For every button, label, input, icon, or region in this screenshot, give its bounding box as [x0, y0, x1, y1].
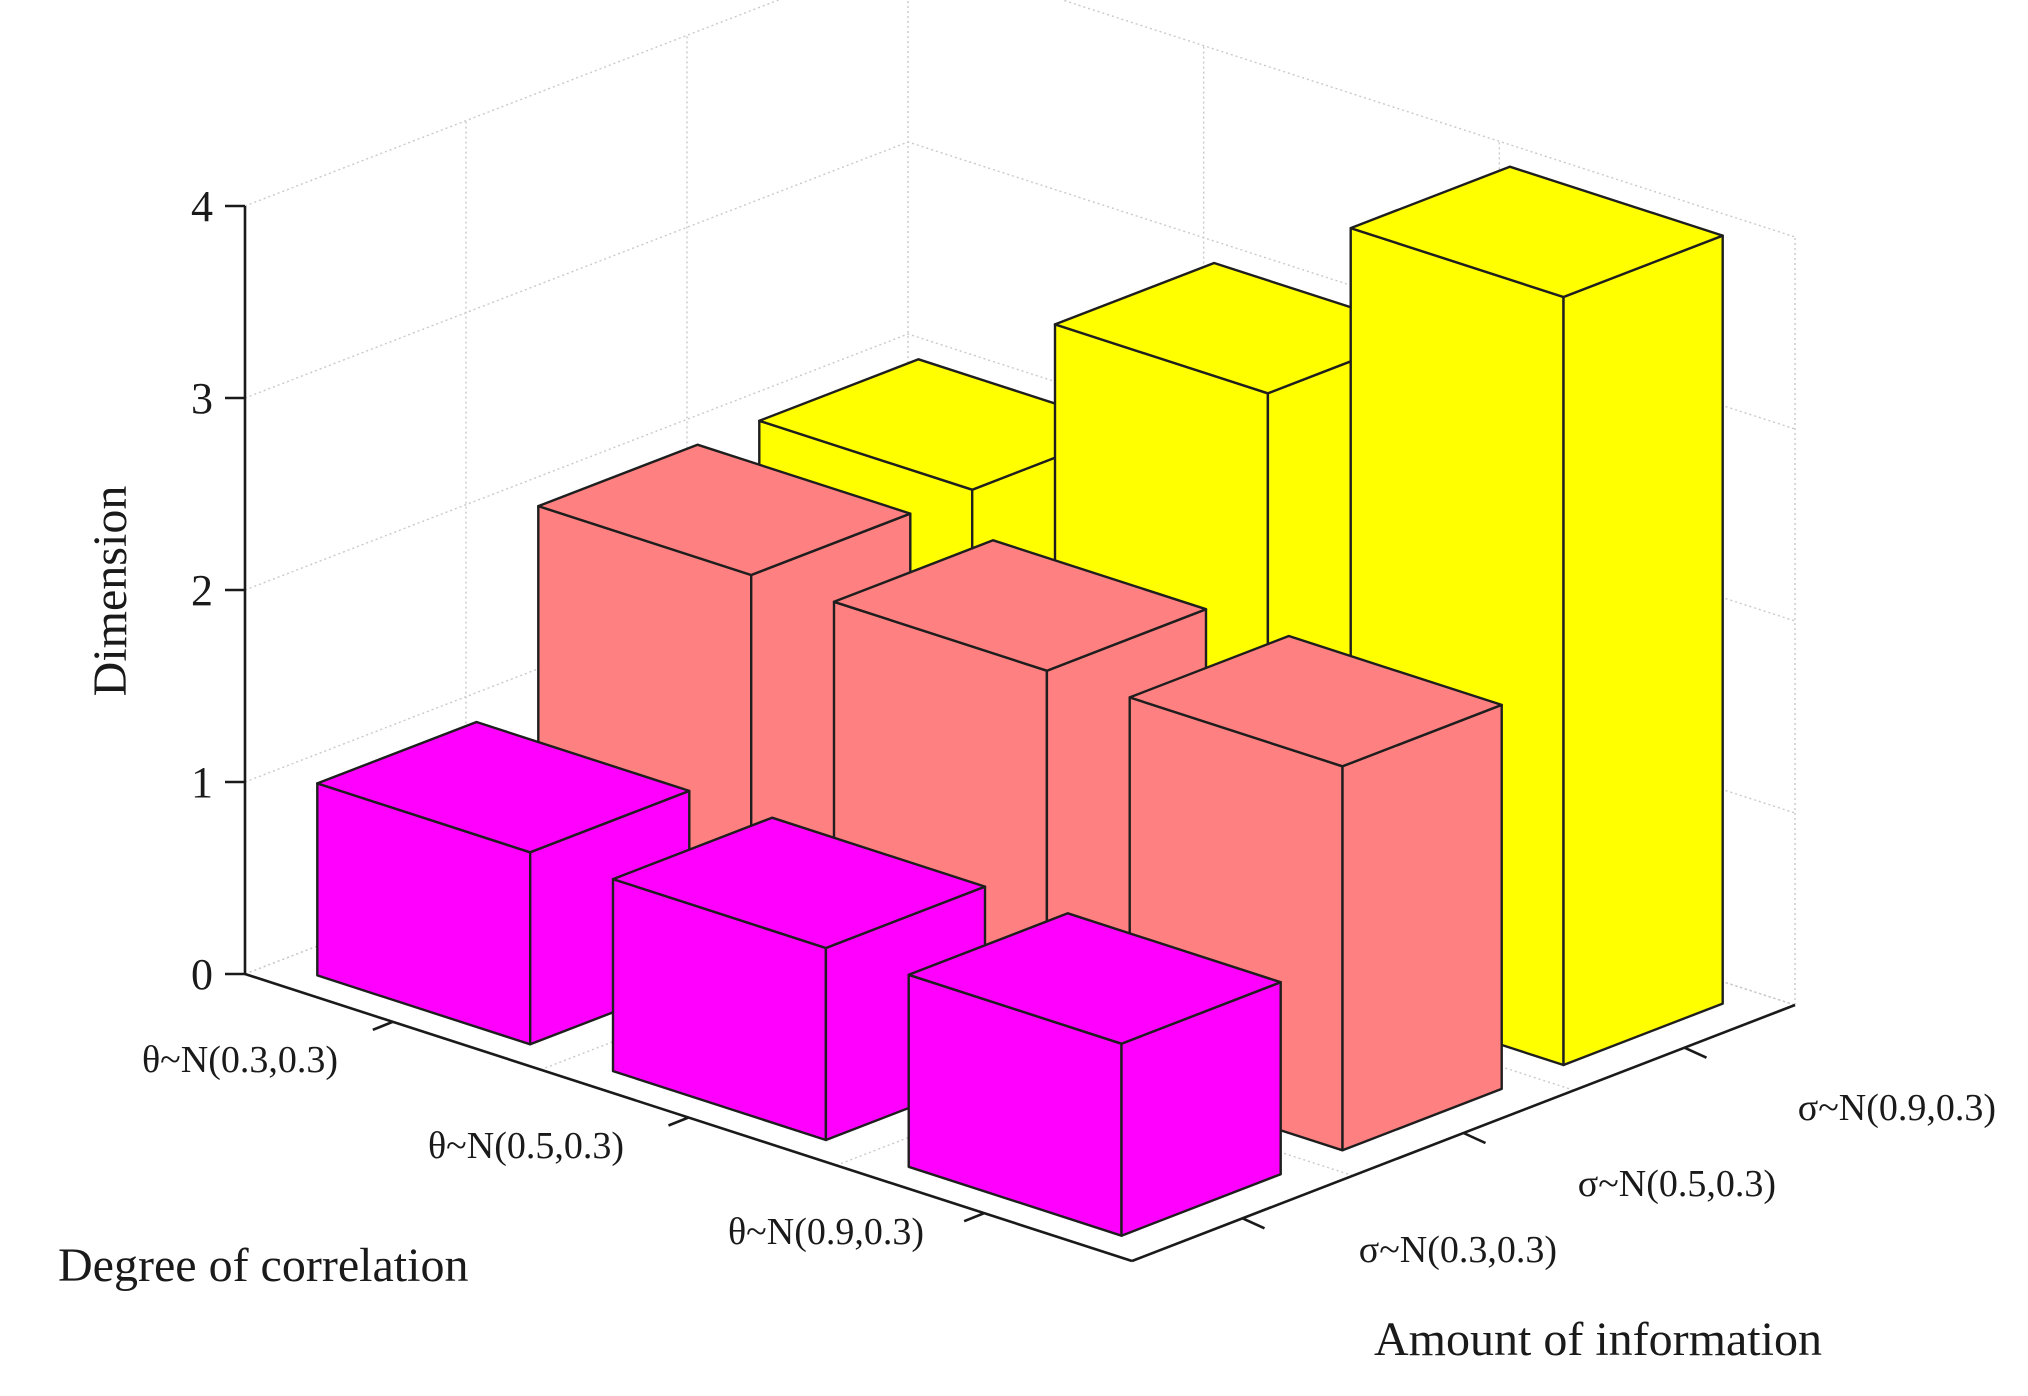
grid-line-z2	[244, 333, 1796, 622]
x-tick-label: θ~N(0.5,0.3)	[428, 1125, 624, 1167]
z-tick-label: 2	[191, 566, 213, 615]
bar-layer	[316, 165, 1724, 1237]
z-axis-title: Dimension	[84, 486, 137, 697]
z-tick-label: 1	[191, 758, 213, 807]
bar-top-face	[832, 539, 1208, 672]
z-tick-label: 0	[191, 950, 213, 999]
y-axis-title: Amount of information	[1374, 1313, 1822, 1366]
bar-top-face	[1349, 165, 1724, 299]
y-tick-label: σ~N(0.5,0.3)	[1578, 1163, 1776, 1205]
z-tick-label: 4	[191, 182, 213, 231]
x-tick-label: θ~N(0.9,0.3)	[728, 1211, 924, 1253]
y-tick-label: σ~N(0.9,0.3)	[1798, 1087, 1996, 1129]
bar-3-1	[907, 912, 1282, 1237]
label-layer: Dimension Degree of correlation Amount o…	[58, 182, 1996, 1366]
y-tick-mark	[1683, 1046, 1708, 1059]
bar-side-face	[1341, 703, 1503, 1152]
bar-top-face	[1128, 634, 1503, 768]
bar-top-face	[611, 816, 987, 950]
y-tick-label: σ~N(0.3,0.3)	[1359, 1229, 1557, 1271]
x-axis-title: Degree of correlation	[58, 1239, 468, 1292]
x-tick-mark	[668, 1116, 689, 1127]
z-tick-label: 3	[191, 374, 213, 423]
y-tick-mark	[1241, 1217, 1266, 1230]
y-tick-mark	[1462, 1131, 1487, 1145]
bar-top-face	[537, 443, 912, 577]
axis-layer	[225, 204, 1796, 1263]
bar-top-face	[907, 912, 1282, 1045]
bar-side-face	[1562, 234, 1724, 1067]
x-tick-mark	[372, 1020, 394, 1032]
bar-top-face	[316, 720, 691, 854]
x-tick-mark	[963, 1211, 985, 1223]
grid-line-z4	[244, 0, 1796, 238]
x-tick-label: θ~N(0.3,0.3)	[142, 1039, 338, 1081]
